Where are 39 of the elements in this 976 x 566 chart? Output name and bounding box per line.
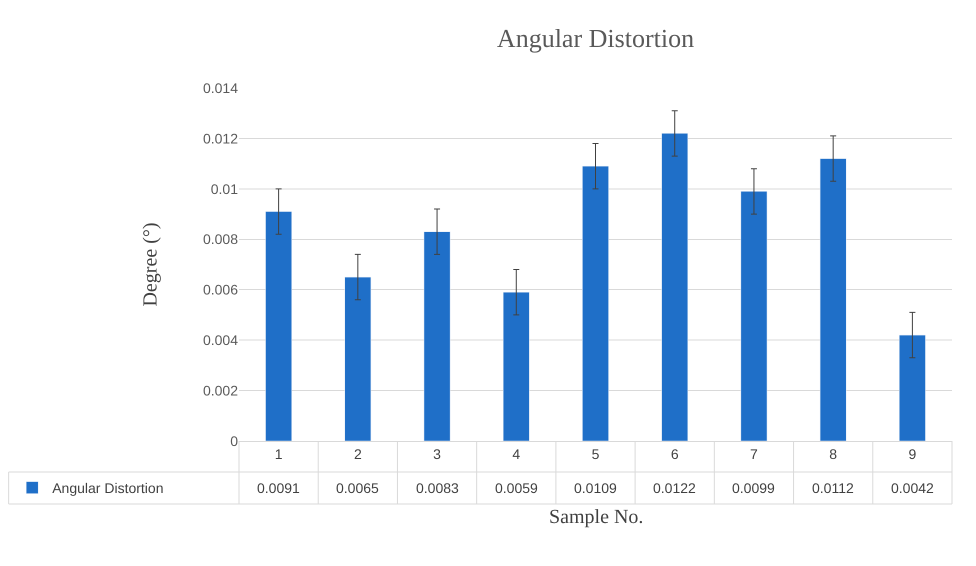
data-label: 0.0099 xyxy=(732,480,776,496)
y-tick-label: 0.002 xyxy=(202,382,238,398)
bar xyxy=(582,166,609,441)
x-tick-label: 5 xyxy=(592,446,600,462)
x-tick-label: 6 xyxy=(670,446,679,462)
data-label: 0.0109 xyxy=(574,480,618,496)
x-tick-label: 8 xyxy=(829,446,838,462)
x-tick-label: 4 xyxy=(512,446,520,462)
x-tick-label: 3 xyxy=(433,446,442,462)
bar xyxy=(424,231,450,441)
bar xyxy=(344,276,372,441)
bar xyxy=(265,211,292,441)
data-label: 0.0042 xyxy=(891,480,934,496)
bar xyxy=(820,158,846,441)
x-tick-label: 9 xyxy=(908,446,916,462)
bar xyxy=(740,191,768,441)
y-tick-label: 0.01 xyxy=(210,180,238,197)
y-tick-label: 0.008 xyxy=(202,231,238,248)
y-tick-label: 0 xyxy=(230,432,238,449)
x-tick-label: 1 xyxy=(274,446,283,462)
bar xyxy=(661,133,688,441)
y-tick-label: 0.012 xyxy=(202,130,238,146)
data-label: 0.0059 xyxy=(495,480,538,496)
data-label: 0.0091 xyxy=(257,480,300,496)
y-tick-label: 0.004 xyxy=(202,332,238,348)
x-tick-label: 7 xyxy=(750,446,758,462)
legend-label: Angular Distortion xyxy=(52,480,164,496)
y-tick-label: 0.006 xyxy=(202,282,238,298)
bar xyxy=(899,334,926,441)
data-label: 0.0122 xyxy=(653,480,696,496)
chart-title: Angular Distortion xyxy=(496,24,694,54)
y-axis-title: Degree (°) xyxy=(139,222,162,307)
data-label: 0.0083 xyxy=(416,480,460,496)
x-axis-title: Sample No. xyxy=(549,506,644,528)
y-tick-label: 0.014 xyxy=(202,80,238,96)
x-tick-label: 2 xyxy=(354,446,362,462)
data-label: 0.0112 xyxy=(812,480,854,496)
bar xyxy=(502,292,530,441)
data-label: 0.0065 xyxy=(336,480,380,496)
